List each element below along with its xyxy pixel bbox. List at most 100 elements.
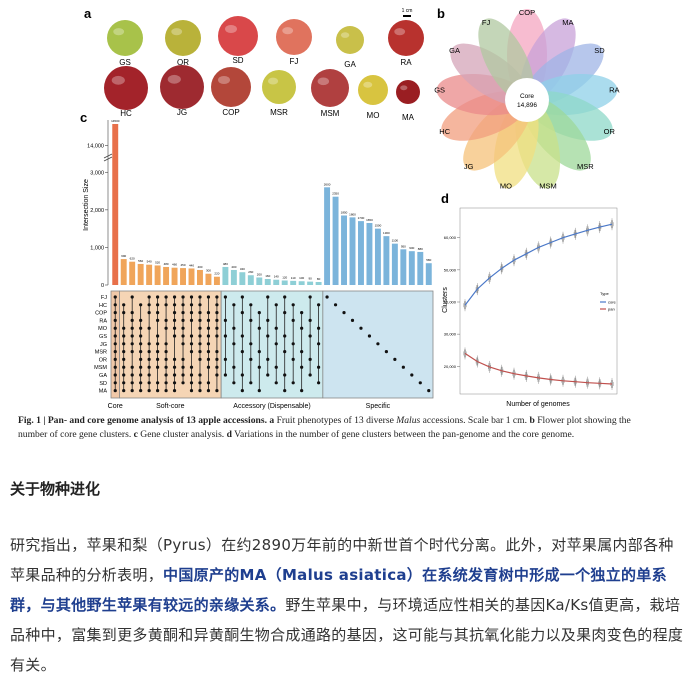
y-axis-label: Clusters: [442, 287, 449, 313]
apple-label: MSM: [321, 109, 340, 118]
matrix-dot: [181, 318, 185, 322]
apple-label: MSR: [270, 108, 288, 117]
apple: [388, 20, 424, 56]
apple: [336, 26, 364, 54]
matrix-dot: [198, 303, 202, 307]
bar-value-label: 100: [299, 276, 304, 280]
matrix-dot: [164, 326, 168, 330]
apple-highlight: [167, 74, 181, 84]
legend-title: Type: [600, 291, 609, 296]
series-line: [464, 352, 613, 385]
matrix-dot: [181, 381, 185, 385]
panel-label: b: [437, 6, 445, 21]
matrix-dot: [240, 373, 244, 377]
matrix-dot: [274, 326, 278, 330]
bar-value-label: 450: [181, 263, 186, 267]
matrix-dot: [249, 318, 253, 322]
matrix-dot: [130, 381, 134, 385]
bar-value-label: 2350: [332, 192, 339, 196]
y-tick-label: 40,000: [444, 300, 457, 305]
matrix-dot: [122, 342, 126, 346]
matrix-dot: [376, 342, 380, 346]
matrix-dot: [113, 350, 117, 354]
matrix-dot: [139, 381, 143, 385]
apple-highlight: [225, 25, 237, 33]
apple: [262, 70, 296, 104]
matrix-dot: [215, 373, 219, 377]
bar-value-label: 260: [248, 270, 253, 274]
bar: [425, 263, 432, 285]
bar: [391, 243, 398, 285]
caption-run: Flower plot showing the number of core g…: [18, 415, 631, 440]
set-label: HC: [99, 303, 107, 309]
matrix-dot: [223, 295, 227, 299]
matrix-dot: [240, 311, 244, 315]
bar-value-label: 220: [214, 272, 219, 276]
matrix-dot: [147, 357, 151, 361]
matrix-dot: [113, 373, 117, 377]
bar: [324, 187, 331, 285]
apple-label: HC: [120, 109, 132, 118]
matrix-dot: [215, 365, 219, 369]
set-label: MSM: [94, 365, 107, 371]
group-background: [119, 290, 222, 399]
bar: [120, 259, 127, 285]
bar: [332, 196, 339, 285]
matrix-dot: [249, 357, 253, 361]
matrix-dot: [198, 350, 202, 354]
matrix-dot: [164, 342, 168, 346]
apple-highlight: [282, 27, 294, 35]
matrix-dot: [418, 381, 422, 385]
bar: [256, 277, 263, 285]
matrix-dot: [198, 318, 202, 322]
apple-highlight: [317, 77, 330, 86]
matrix-dot: [223, 373, 227, 377]
bar-value-label: 580: [426, 258, 431, 262]
apple-highlight: [218, 76, 230, 84]
bar: [298, 281, 305, 285]
matrix-dot: [198, 389, 202, 393]
matrix-dot: [223, 334, 227, 338]
set-label: COP: [95, 311, 107, 317]
matrix-dot: [215, 295, 219, 299]
matrix-dot: [139, 365, 143, 369]
matrix-dot: [139, 342, 143, 346]
matrix-dot: [156, 350, 160, 354]
text-run: 研究指出，苹果和梨（Pyrus）在约2890万年前的中新世首个时代分离。此外，对…: [10, 536, 674, 584]
petal-label: COP: [519, 8, 535, 17]
matrix-dot: [130, 373, 134, 377]
apple: [396, 80, 420, 104]
bar: [163, 266, 170, 285]
matrix-dot: [172, 357, 177, 361]
matrix-dot: [410, 373, 414, 377]
apple: [165, 20, 201, 56]
matrix-dot: [206, 295, 211, 299]
matrix-dot: [317, 342, 321, 346]
matrix-dot: [206, 342, 211, 346]
matrix-dot: [240, 295, 244, 299]
matrix-dot: [300, 311, 304, 315]
matrix-dot: [266, 318, 270, 322]
matrix-dot: [113, 381, 117, 385]
set-label: SD: [99, 381, 107, 387]
apple-label: MA: [402, 113, 415, 122]
matrix-dot: [215, 357, 219, 361]
matrix-dot: [274, 342, 278, 346]
matrix-dot: [147, 389, 151, 393]
bar: [154, 265, 161, 285]
bar: [112, 124, 119, 285]
petal-label: JG: [464, 162, 474, 171]
matrix-dot: [172, 303, 177, 307]
matrix-dot: [181, 311, 185, 315]
matrix-dot: [232, 381, 236, 385]
matrix-dot: [223, 357, 227, 361]
bar-value-label: 1500: [375, 224, 382, 228]
matrix-dot: [274, 303, 278, 307]
matrix-dot: [274, 381, 278, 385]
matrix-dot: [189, 334, 194, 338]
set-label: MA: [99, 389, 108, 395]
apple-highlight: [363, 81, 373, 88]
matrix-dot: [359, 326, 363, 330]
matrix-dot: [181, 365, 185, 369]
